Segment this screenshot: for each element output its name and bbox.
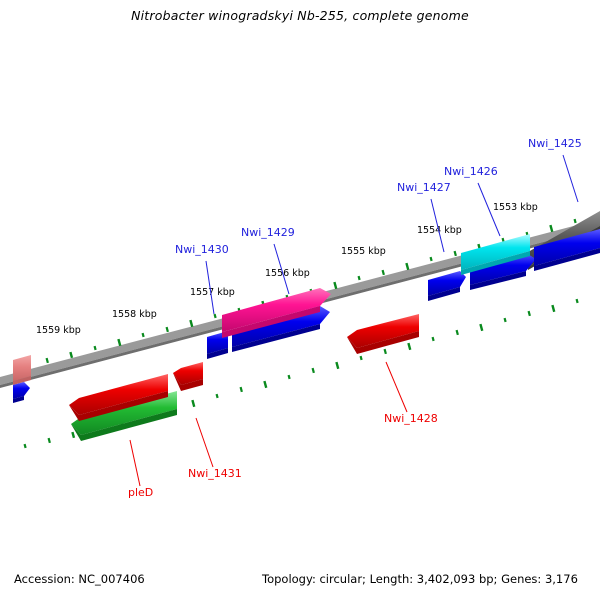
gene-label-group: Nwi_1425 Nwi_1426 Nwi_1427 Nwi_1429 Nwi_…	[128, 137, 582, 499]
genome-map-svg: 1559 kbp 1558 kbp 1557 kbp 1556 kbp 1555…	[0, 137, 600, 499]
gene-label-Nwi_1430[interactable]: Nwi_1430	[175, 243, 229, 256]
page-title: Nitrobacter winogradskyi Nb-255, complet…	[131, 8, 469, 23]
gene-feature-Nwi_1431[interactable]	[69, 374, 168, 421]
gene-label-Nwi_1425[interactable]: Nwi_1425	[528, 137, 582, 150]
gene-label-Nwi_1429[interactable]: Nwi_1429	[241, 226, 295, 239]
genome-stats-text: Topology: circular; Length: 3,402,093 bp…	[262, 572, 578, 586]
gene-feature-Nwi_1428[interactable]	[347, 314, 419, 354]
gene-feature-Nwi_1425[interactable]	[534, 229, 600, 271]
accession-text: Accession: NC_007406	[14, 572, 145, 586]
scale-label: 1555 kbp	[341, 246, 386, 257]
scale-label: 1556 kbp	[265, 268, 310, 279]
scale-label: 1553 kbp	[493, 202, 538, 213]
scale-label: 1557 kbp	[190, 287, 235, 298]
gene-feature-Nwi_1426[interactable]	[461, 234, 530, 275]
gene-label-Nwi_1426[interactable]: Nwi_1426	[444, 165, 498, 178]
gene-label-Nwi_1431[interactable]: Nwi_1431	[188, 467, 242, 480]
gene-label-pleD[interactable]: pleD	[128, 486, 153, 499]
gene-feature-Nwi_1429[interactable]	[222, 288, 331, 338]
gene-label-Nwi_1428[interactable]: Nwi_1428	[384, 412, 438, 425]
scale-label-group: 1559 kbp 1558 kbp 1557 kbp 1556 kbp 1555…	[36, 202, 538, 336]
gene-feature-Nwi_1427[interactable]	[470, 253, 536, 290]
gene-feature-pleD[interactable]	[71, 391, 177, 441]
scale-label: 1558 kbp	[112, 309, 157, 320]
gene-feature-blue-partial-left[interactable]	[13, 382, 30, 403]
scale-label: 1559 kbp	[36, 325, 81, 336]
gene-feature-red-segment[interactable]	[173, 362, 203, 391]
gene-feature-Nwi_1430[interactable]	[232, 306, 330, 352]
scale-label: 1554 kbp	[417, 225, 462, 236]
gene-feature-Nwi_1427-left[interactable]	[428, 271, 466, 301]
label-leader-lines	[129, 154, 579, 487]
genome-map-canvas[interactable]: 1559 kbp 1558 kbp 1557 kbp 1556 kbp 1555…	[0, 40, 600, 540]
gene-label-Nwi_1427[interactable]: Nwi_1427	[397, 181, 451, 194]
gene-feature-salmon-partial[interactable]	[13, 355, 31, 385]
